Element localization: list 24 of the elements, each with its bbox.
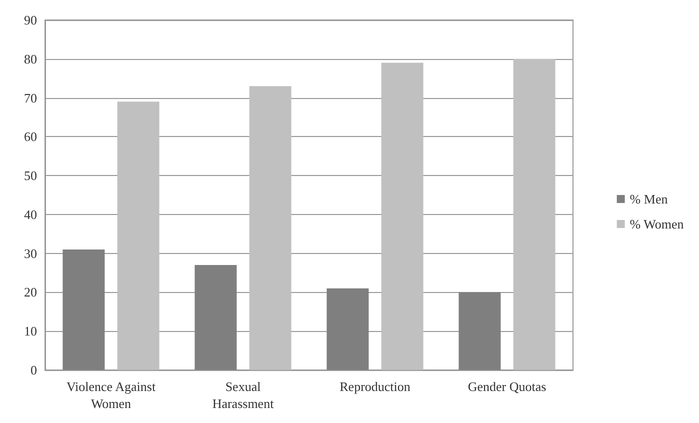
x-tick-label: Violence Against Women (66, 379, 156, 411)
y-tick-label: 90 (24, 12, 37, 28)
legend-label: % Men (630, 192, 668, 206)
y-tick-label: 0 (30, 362, 37, 378)
x-tick-label: Sexual Harassment (212, 379, 274, 411)
y-tick-label: 20 (24, 284, 37, 300)
bar (326, 288, 369, 370)
bar (117, 102, 160, 370)
y-tick-label: 80 (24, 51, 37, 66)
y-tick-label: 30 (24, 246, 37, 261)
x-tick-label: Gender Quotas (468, 379, 546, 394)
legend-label: % Women (630, 216, 684, 232)
y-tick-label: 10 (24, 324, 37, 339)
bar (194, 265, 237, 370)
y-tick-label: 50 (24, 168, 37, 184)
bar (458, 292, 501, 370)
y-tick-label: 60 (24, 129, 37, 144)
y-tick-label: 40 (24, 206, 37, 222)
x-tick-label: Reproduction (340, 379, 411, 394)
bar (62, 249, 105, 370)
y-tick-label: 70 (24, 90, 37, 106)
bar (249, 86, 292, 370)
bar (381, 62, 424, 370)
bar (513, 58, 556, 370)
